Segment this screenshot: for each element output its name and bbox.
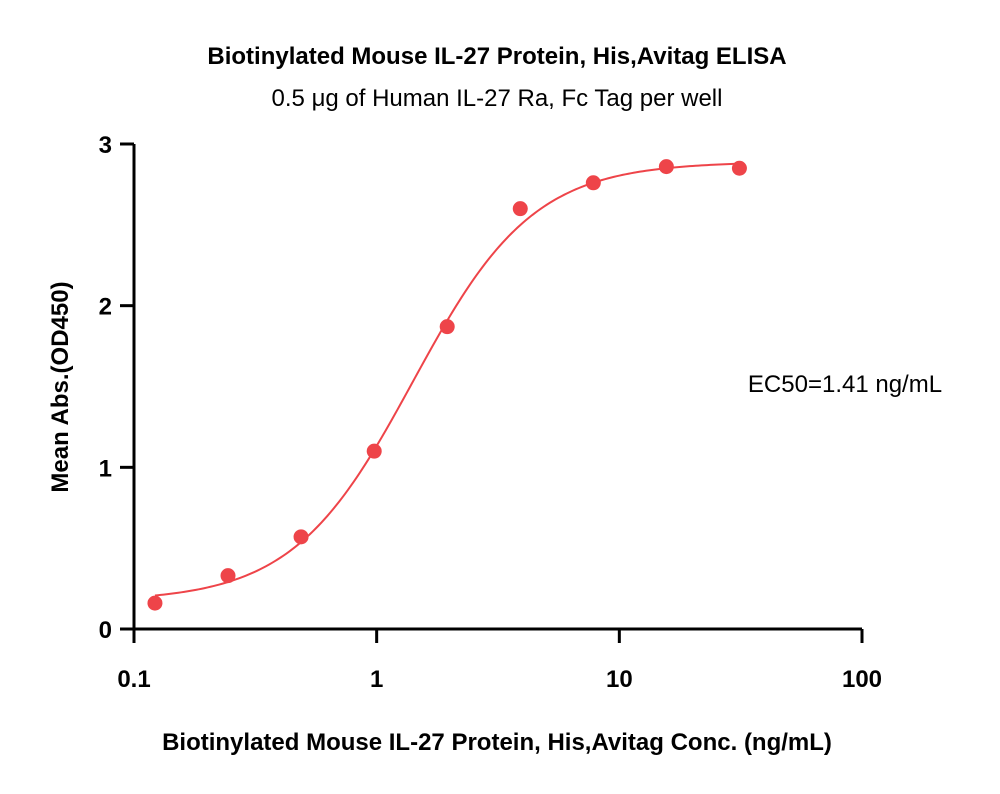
x-tick-label: 100 — [842, 666, 882, 693]
fit-curve — [154, 162, 740, 597]
y-tick-label: 3 — [99, 132, 112, 159]
x-tick-label: 1 — [370, 666, 383, 693]
data-point — [658, 159, 674, 175]
chart-subtitle: 0.5 μg of Human IL-27 Ra, Fc Tag per wel… — [272, 85, 723, 112]
y-tick-label: 1 — [99, 455, 112, 482]
data-point — [439, 319, 455, 335]
x-axis-title: Biotinylated Mouse IL-27 Protein, His,Av… — [162, 729, 832, 756]
data-point — [585, 175, 601, 191]
y-axis-title: Mean Abs.(OD450) — [47, 281, 74, 492]
chart-title: Biotinylated Mouse IL-27 Protein, His,Av… — [207, 43, 786, 70]
ec50-annotation: EC50=1.41 ng/mL — [748, 371, 942, 398]
y-tick-label: 2 — [99, 294, 112, 321]
data-point — [512, 201, 528, 217]
y-tick-label: 0 — [99, 617, 112, 644]
x-tick-label: 10 — [606, 666, 633, 693]
data-point — [366, 443, 382, 459]
x-tick-label: 0.1 — [117, 666, 150, 693]
plot-area: 0 1 2 3 0.1 1 10 100 — [99, 132, 882, 693]
data-point — [147, 595, 163, 611]
data-point — [293, 529, 309, 545]
data-point — [731, 160, 747, 176]
data-point — [220, 568, 236, 584]
